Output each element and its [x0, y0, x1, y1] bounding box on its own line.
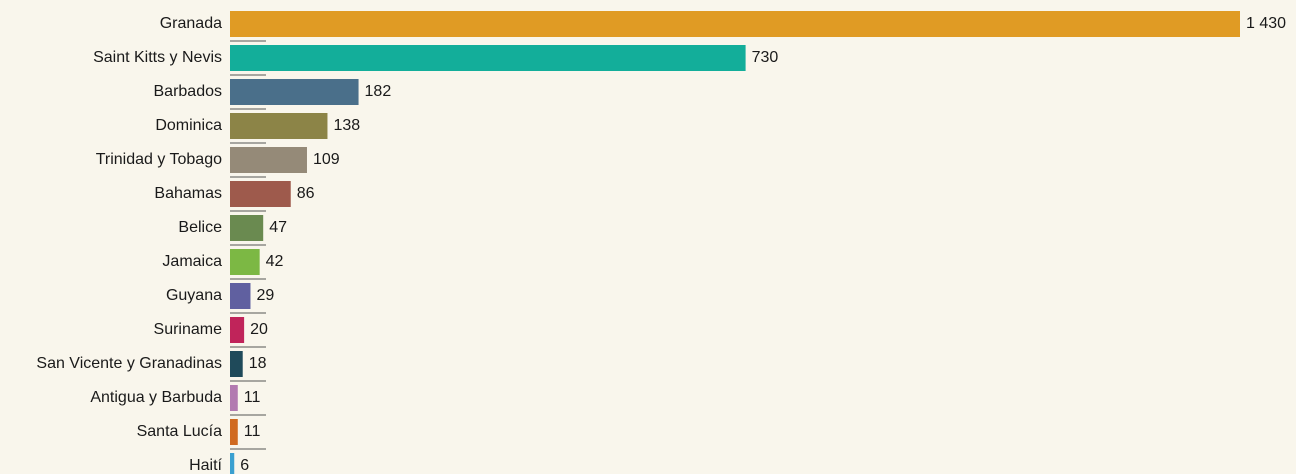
value-label: 138: [333, 117, 360, 134]
category-label: Suriname: [154, 321, 223, 338]
category-label: Santa Lucía: [137, 423, 223, 440]
bar: [230, 181, 291, 207]
value-label: 42: [266, 253, 284, 270]
value-label: 11: [244, 423, 261, 440]
category-label: San Vicente y Granadinas: [36, 355, 222, 372]
bar: [230, 79, 359, 105]
bar: [230, 283, 251, 309]
bar: [230, 45, 746, 71]
value-label: 6: [240, 457, 249, 474]
category-label: Bahamas: [154, 185, 222, 202]
bar: [230, 317, 245, 343]
bar: [230, 113, 328, 139]
category-label: Trinidad y Tobago: [96, 151, 222, 168]
category-label: Belice: [178, 219, 222, 236]
category-label: Granada: [160, 15, 222, 32]
category-label: Jamaica: [162, 253, 222, 270]
value-label: 20: [250, 321, 268, 338]
bar: [230, 385, 238, 411]
value-label: 1 430: [1246, 15, 1286, 32]
bar: [230, 351, 243, 377]
value-label: 182: [365, 83, 392, 100]
category-label: Antigua y Barbuda: [90, 389, 222, 406]
bar: [230, 11, 1240, 37]
bar: [230, 419, 238, 445]
value-label: 29: [256, 287, 274, 304]
value-label: 18: [249, 355, 267, 372]
category-label: Saint Kitts y Nevis: [93, 49, 222, 66]
category-label: Guyana: [166, 287, 222, 304]
value-label: 11: [244, 389, 261, 406]
category-label: Dominica: [155, 117, 222, 134]
value-label: 730: [752, 49, 779, 66]
value-label: 86: [297, 185, 315, 202]
bar: [230, 147, 307, 173]
bar: [230, 453, 235, 474]
category-label: Haití: [189, 457, 222, 474]
value-label: 109: [313, 151, 340, 168]
bar: [230, 215, 264, 241]
category-label: Barbados: [154, 83, 223, 100]
bar: [230, 249, 260, 275]
value-label: 47: [269, 219, 287, 236]
